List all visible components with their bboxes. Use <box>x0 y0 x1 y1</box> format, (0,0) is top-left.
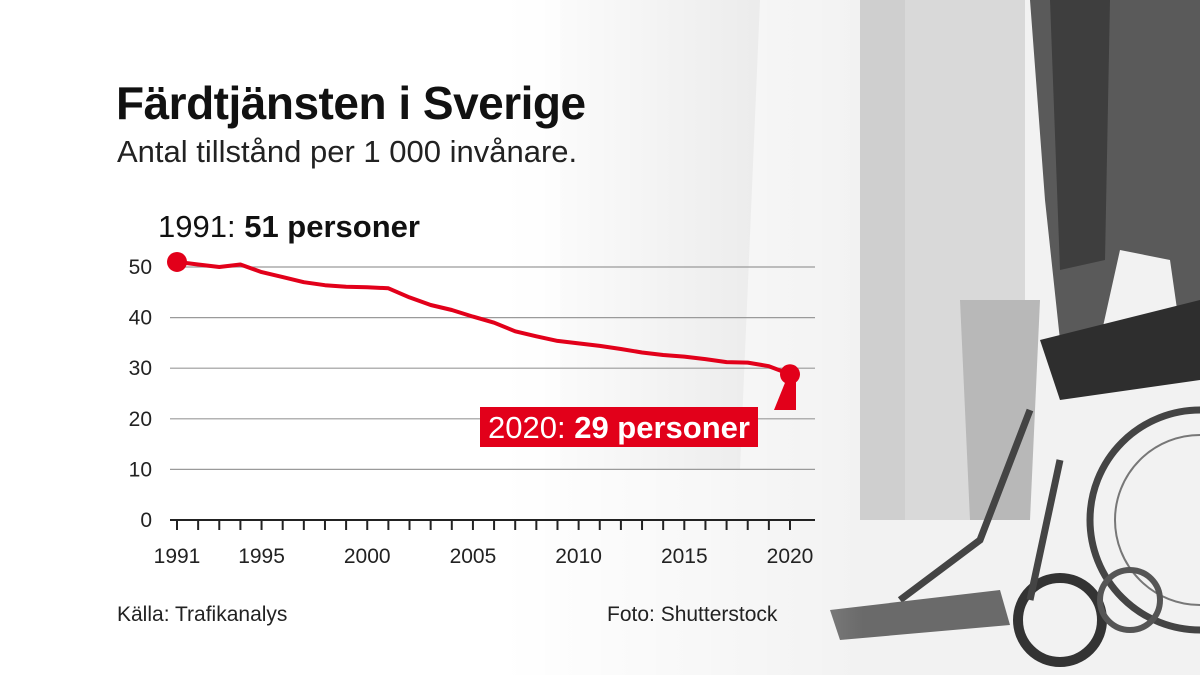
x-tick-label: 2005 <box>450 545 497 568</box>
end-callout-pointer <box>774 380 796 410</box>
x-axis <box>170 519 815 530</box>
start-callout-value: 51 personer <box>244 209 420 244</box>
x-tick-label: 1995 <box>238 545 285 568</box>
start-point-marker <box>167 251 187 272</box>
series-line <box>175 259 792 377</box>
x-axis-labels: 1991 1995 2000 2005 2010 2015 2020 <box>154 545 814 568</box>
y-tick-label: 20 <box>129 408 152 431</box>
y-tick-label: 40 <box>129 307 152 330</box>
x-tick-label: 2010 <box>555 545 602 568</box>
y-tick-label: 50 <box>129 256 152 279</box>
y-tick-label: 10 <box>129 458 152 481</box>
chart-title: Färdtjänsten i Sverige <box>116 77 586 129</box>
x-tick-label: 1991 <box>154 545 201 568</box>
y-axis-labels: 0 10 20 30 40 50 <box>129 256 152 532</box>
y-tick-label: 0 <box>140 509 152 532</box>
x-tick-label: 2000 <box>344 545 391 568</box>
x-tick-label: 2020 <box>767 545 814 568</box>
end-point-marker <box>780 364 800 385</box>
end-callout-year: 2020: <box>488 410 566 445</box>
y-tick-label: 30 <box>129 357 152 380</box>
photo-credit: Foto: Shutterstock <box>607 603 778 626</box>
start-callout-year: 1991: <box>158 209 236 244</box>
start-callout: 1991: 51 personer <box>158 209 420 245</box>
end-callout: 2020: 29 personer <box>480 407 758 447</box>
end-callout-value: 29 personer <box>574 410 750 445</box>
source-note: Källa: Trafikanalys <box>117 603 288 626</box>
x-tick-label: 2015 <box>661 545 708 568</box>
chart-subtitle: Antal tillstånd per 1 000 invånare. <box>117 134 578 169</box>
